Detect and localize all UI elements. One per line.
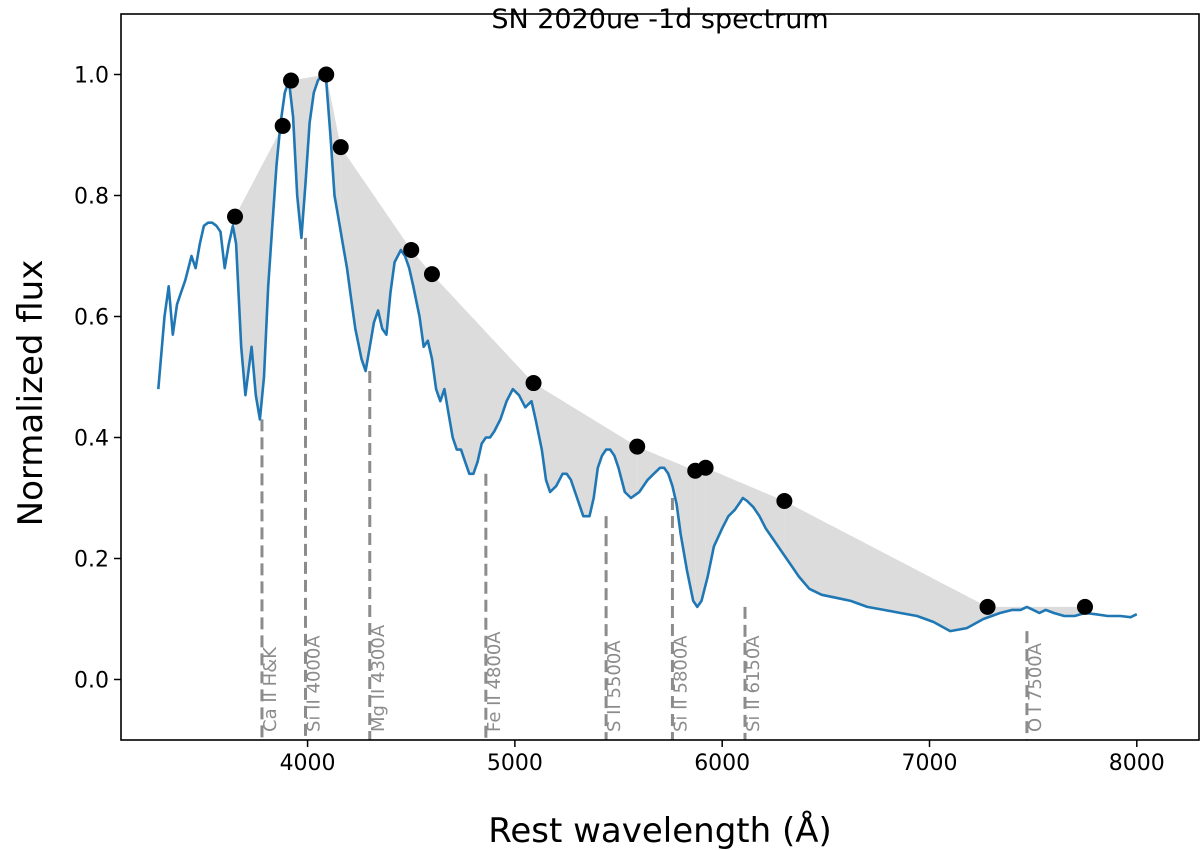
continuum-point bbox=[979, 598, 996, 615]
continuum-fill bbox=[705, 467, 785, 585]
axes-frame bbox=[120, 13, 1200, 741]
continuum-fill bbox=[432, 274, 534, 474]
chart-title: SN 2020ue -1d spectrum bbox=[491, 4, 828, 35]
continuum-point bbox=[697, 459, 714, 476]
spectrum-line bbox=[157, 73, 1138, 633]
continuum-point bbox=[776, 493, 793, 510]
continuum-fill bbox=[235, 125, 283, 420]
line-marker-label: Fe II 4800A bbox=[484, 631, 505, 732]
continuum-point bbox=[629, 438, 646, 455]
x-tick-label: 8000 bbox=[1109, 751, 1165, 776]
x-tick-label: 7000 bbox=[902, 751, 958, 776]
continuum-point bbox=[403, 241, 420, 258]
y-tick-label: 1.0 bbox=[74, 64, 109, 89]
continuum-fill bbox=[533, 383, 638, 517]
continuum-point bbox=[1076, 598, 1093, 615]
y-tick-label: 0.0 bbox=[74, 669, 109, 694]
y-tick-label: 0.2 bbox=[74, 548, 109, 573]
continuum-point bbox=[227, 208, 244, 225]
line-marker-label: Si II 4000A bbox=[304, 635, 325, 732]
line-marker-label: Si II 6150A bbox=[743, 635, 764, 732]
line-marker-label: S II 5500A bbox=[604, 640, 625, 732]
x-tick-label: 4000 bbox=[280, 751, 336, 776]
continuum-fill bbox=[340, 147, 412, 371]
continuum-point bbox=[423, 266, 440, 283]
y-tick-label: 0.8 bbox=[74, 185, 109, 210]
x-tick-label: 5000 bbox=[487, 751, 543, 776]
line-marker-label: O I 7500A bbox=[1025, 642, 1046, 732]
continuum-fill bbox=[784, 501, 988, 632]
line-marker-label: Mg II 4300A bbox=[368, 624, 389, 732]
y-axis-label: Normalized flux bbox=[11, 260, 51, 527]
line-marker-label: Ca II H&K bbox=[260, 646, 281, 732]
x-axis-label: Rest wavelength (Å) bbox=[488, 810, 832, 850]
continuum-point bbox=[332, 139, 349, 156]
continuum-point bbox=[282, 72, 299, 89]
y-tick-label: 0.4 bbox=[74, 427, 109, 452]
continuum-fill bbox=[695, 467, 706, 607]
continuum-point bbox=[274, 117, 291, 134]
continuum-point bbox=[318, 66, 335, 83]
y-tick-label: 0.6 bbox=[74, 306, 109, 331]
continuum-fill bbox=[637, 446, 696, 604]
line-marker-label: Si II 5800A bbox=[670, 635, 691, 732]
continuum-fill bbox=[291, 74, 327, 238]
x-tick-label: 6000 bbox=[694, 751, 750, 776]
continuum-point bbox=[525, 375, 542, 392]
